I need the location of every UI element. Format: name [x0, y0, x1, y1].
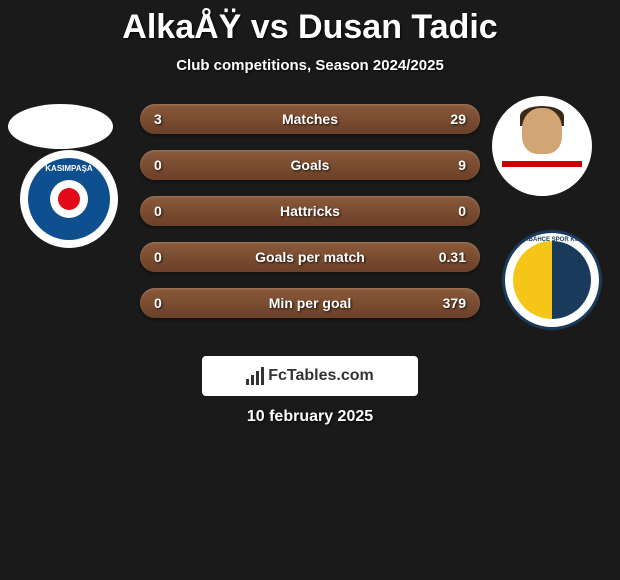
stat-row-hattricks: 0 Hattricks 0 [140, 196, 480, 226]
stat-right-value: 9 [458, 157, 466, 173]
date-label: 10 february 2025 [0, 408, 620, 426]
player-right-avatar [492, 96, 592, 196]
stat-right-value: 0.31 [439, 249, 466, 265]
stat-row-min-per-goal: 0 Min per goal 379 [140, 288, 480, 318]
player-left-avatar [8, 104, 113, 149]
stat-label: Min per goal [140, 295, 480, 311]
logo-text: FcTables.com [268, 367, 374, 385]
chart-icon [246, 367, 264, 385]
comparison-content: KASIMPAŞA FENERBAHÇE SPOR KULÜBÜ 3 Match… [0, 104, 620, 318]
stat-label: Goals [140, 157, 480, 173]
stat-label: Matches [140, 111, 480, 127]
stats-container: 3 Matches 29 0 Goals 9 0 Hattricks 0 0 G… [140, 104, 480, 318]
club-right-badge: FENERBAHÇE SPOR KULÜBÜ [502, 230, 602, 330]
stat-right-value: 29 [450, 111, 466, 127]
page-subtitle: Club competitions, Season 2024/2025 [0, 57, 620, 74]
stat-left-value: 0 [154, 249, 162, 265]
stat-left-value: 0 [154, 157, 162, 173]
stat-row-goals-per-match: 0 Goals per match 0.31 [140, 242, 480, 272]
stat-right-value: 0 [458, 203, 466, 219]
stat-left-value: 0 [154, 203, 162, 219]
club-left-name: KASIMPAŞA [28, 164, 110, 173]
stat-row-goals: 0 Goals 9 [140, 150, 480, 180]
stat-row-matches: 3 Matches 29 [140, 104, 480, 134]
stat-right-value: 379 [443, 295, 466, 311]
page-title: AlkaÅŸ vs Dusan Tadic [0, 0, 620, 47]
stat-label: Hattricks [140, 203, 480, 219]
stat-left-value: 3 [154, 111, 162, 127]
stat-left-value: 0 [154, 295, 162, 311]
fctables-logo[interactable]: FcTables.com [202, 356, 418, 396]
club-left-badge: KASIMPAŞA [20, 150, 118, 248]
stat-label: Goals per match [140, 249, 480, 265]
